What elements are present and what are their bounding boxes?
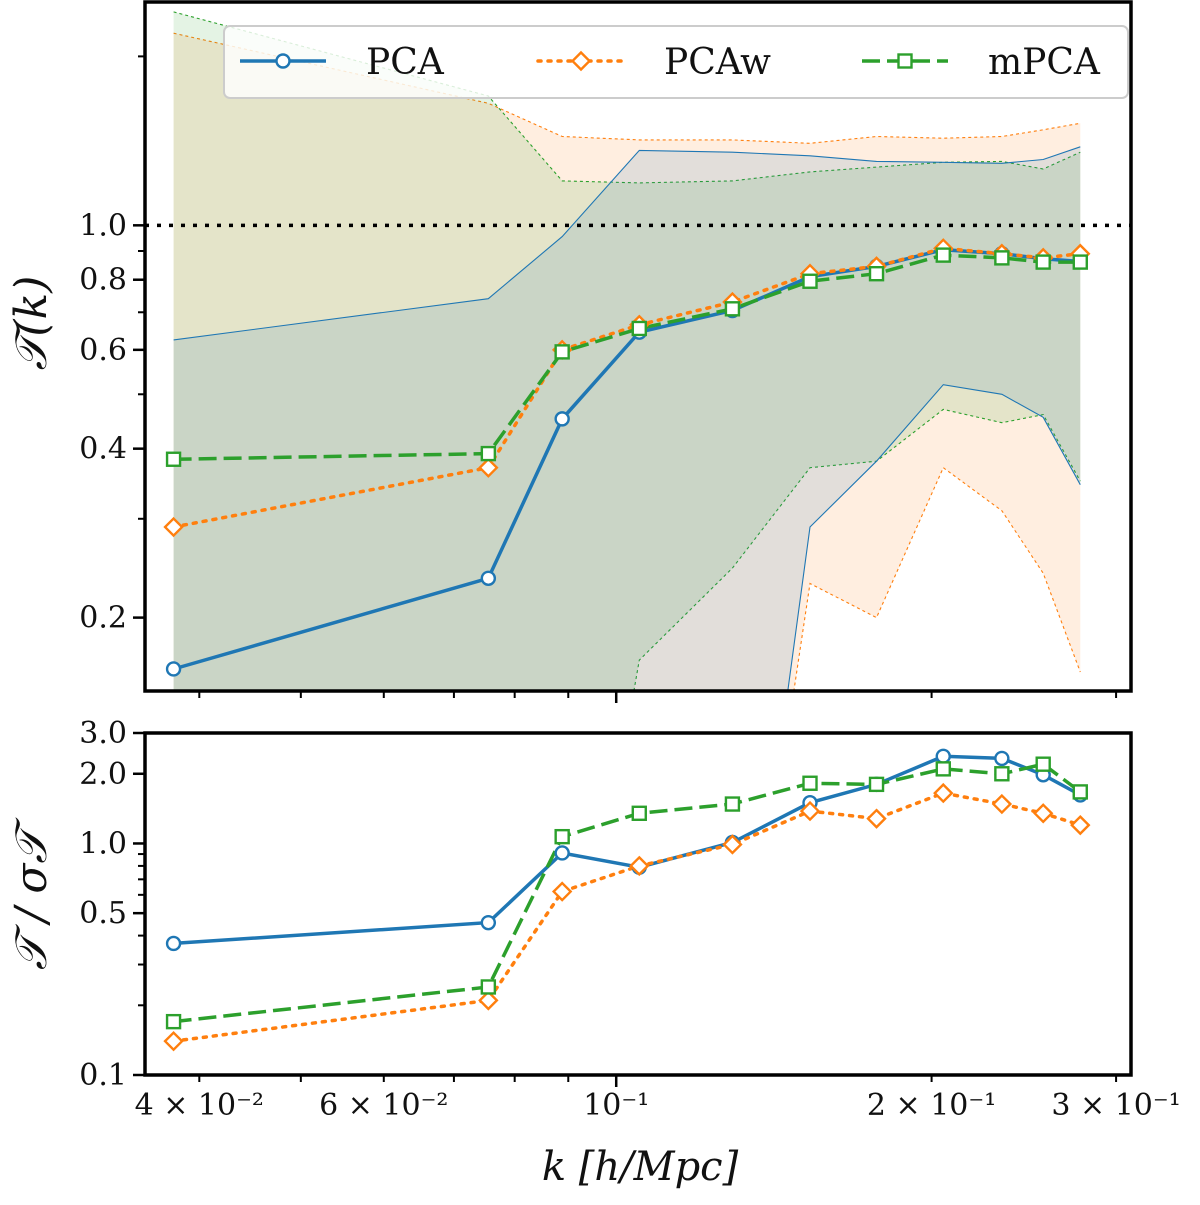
bottom-y-tick-label: 3.0 [79, 716, 127, 751]
band-lower-PCA [787, 384, 1081, 691]
bottom-line-PCAw [171, 791, 1083, 1043]
top-point-mPCA [802, 273, 818, 289]
top-y-axis-label: 𝒯(k) [6, 276, 57, 371]
top-axes-frame [143, 0, 1133, 693]
x-tick-label: 2 × 10⁻¹ [867, 1088, 996, 1123]
top-point-mPCA [480, 445, 497, 462]
top-point-mPCA [994, 250, 1010, 266]
bottom-point-mPCA [554, 828, 570, 845]
bottom-axes-frame [143, 731, 1133, 1077]
x-tick-label: 6 × 10⁻² [319, 1088, 448, 1123]
bottom-point-PCAw [629, 855, 650, 877]
top-point-mPCA [1072, 254, 1088, 270]
bottom-y-tick-label: 1.0 [79, 826, 127, 861]
bottom-point-mPCA [802, 775, 818, 791]
top-point-PCA [554, 411, 570, 427]
top-point-mPCA [1035, 254, 1051, 270]
bottom-line-mPCA [173, 762, 1082, 1024]
top-uncertainty-bands [173, 11, 1081, 691]
bottom-point-PCA [165, 935, 182, 952]
top-point-mPCA [165, 451, 182, 467]
bottom-point-PCAw [799, 800, 821, 822]
bottom-point-PCAw [163, 1030, 184, 1052]
axes: 4 × 10⁻² 6 × 10⁻² 10⁻¹ 2 × 10⁻¹ 3 × 10⁻¹ 0.2 0… [79, 0, 1181, 1123]
legend-marker-PCA [275, 53, 291, 69]
top-y-tick-label: 0.8 [79, 263, 127, 298]
bottom-y-tick-label: 0.1 [79, 1058, 127, 1093]
bottom-point-PCAw [991, 793, 1013, 815]
top-point-mPCA [935, 247, 951, 263]
bottom-point-PCA [935, 748, 951, 764]
bottom-point-mPCA [631, 805, 647, 821]
top-point-PCA [480, 570, 497, 587]
legend-label-mPCA: mPCA [988, 42, 1101, 83]
x-axis-label: k [h/Mpc] [542, 1144, 739, 1190]
bottom-point-mPCA [994, 766, 1010, 782]
top-point-PCAw [163, 516, 184, 538]
bottom-y-tick-label: 2.0 [79, 757, 127, 792]
x-tick-label: 10⁻¹ [583, 1088, 649, 1123]
top-y-tick-label: 0.6 [79, 333, 127, 368]
top-line-mPCA [173, 253, 1081, 462]
top-point-PCAw [478, 457, 499, 478]
bottom-point-PCAw [722, 834, 743, 855]
top-y-tick-label: 0.4 [79, 432, 127, 467]
band-mPCA [173, 11, 1081, 691]
legend-box [223, 25, 1129, 99]
bottom-point-mPCA [1072, 784, 1088, 800]
bottom-point-PCA [554, 845, 570, 861]
bottom-y-axis-label: 𝒯 / σ𝒯 [6, 817, 57, 971]
top-point-mPCA [631, 320, 647, 337]
bottom-point-PCAw [478, 990, 499, 1011]
bottom-point-mPCA [165, 1013, 182, 1030]
band-lower-PCAw [793, 466, 1081, 691]
legend-label-PCAw: PCAw [664, 42, 771, 83]
bottom-point-PCA [994, 750, 1010, 767]
top-point-mPCA [724, 301, 741, 317]
legend-marker-mPCA [897, 53, 913, 69]
bottom-point-mPCA [480, 979, 497, 995]
top-point-mPCA [554, 344, 570, 360]
bottom-series-markers [163, 748, 1091, 1052]
band-lower-mPCA [633, 408, 1081, 691]
band-PCAw [173, 33, 1081, 691]
top-y-tick-label: 1.0 [79, 208, 127, 243]
band-upper-PCA [173, 146, 1081, 341]
top-point-mPCA [868, 266, 885, 282]
x-tick-label: 4 × 10⁻² [135, 1088, 264, 1123]
top-y-tick-label: 0.2 [79, 601, 127, 636]
legend: PCA PCAw mPCA [223, 25, 1129, 99]
bottom-point-mPCA [935, 761, 951, 777]
band-upper-mPCA [173, 11, 1081, 184]
top-point-PCA [165, 661, 182, 677]
band-PCA [173, 146, 1081, 691]
x-tick-label: 3 × 10⁻¹ [1051, 1088, 1180, 1123]
bottom-point-PCAw [1033, 803, 1054, 824]
legend-label-PCA: PCA [366, 42, 445, 83]
bottom-point-PCAw [866, 808, 887, 829]
bottom-point-PCA [480, 914, 497, 931]
bottom-point-PCAw [1070, 814, 1091, 836]
bottom-point-PCAw [551, 881, 573, 902]
bottom-y-tick-label: 0.5 [79, 896, 127, 931]
bottom-point-mPCA [724, 796, 741, 812]
legend-marker-PCAw [570, 50, 592, 72]
bottom-point-mPCA [1035, 756, 1051, 772]
bottom-point-PCAw [933, 782, 954, 804]
top-series-markers [163, 238, 1091, 677]
bottom-point-mPCA [868, 776, 885, 793]
